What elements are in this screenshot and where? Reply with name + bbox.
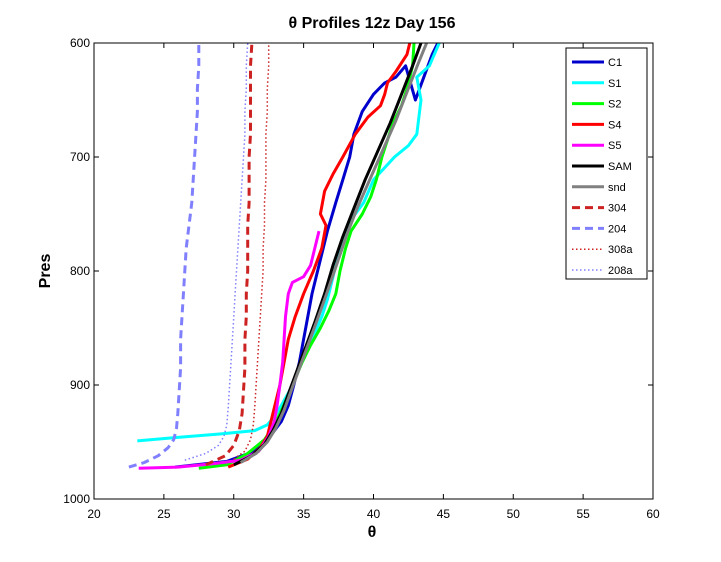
- x-tick-label: 25: [157, 507, 171, 521]
- plot-area: [94, 43, 653, 499]
- series-line-S4: [227, 42, 412, 469]
- x-tick-label: 45: [437, 507, 451, 521]
- x-tick-label: 20: [87, 507, 101, 521]
- legend-label-S2: S2: [608, 99, 621, 111]
- x-tick-label: 55: [576, 507, 590, 521]
- legend-label-SAM: SAM: [608, 161, 632, 173]
- legend-label-C1: C1: [608, 57, 622, 69]
- legend-label-304: 304: [608, 203, 626, 215]
- series-layer: [128, 42, 441, 470]
- series-line-C1: [174, 42, 440, 469]
- series-line-snd: [239, 42, 428, 464]
- x-axis-label: θ: [368, 524, 377, 541]
- legend-label-S5: S5: [608, 140, 621, 152]
- x-tick-label: 30: [227, 507, 241, 521]
- x-tick-label: 50: [507, 507, 521, 521]
- x-tick-label: 60: [646, 507, 660, 521]
- y-tick-label: 700: [70, 150, 90, 164]
- series-line-S1: [137, 42, 441, 443]
- legend-label-208a: 208a: [608, 265, 633, 277]
- chart-title: θ Profiles 12z Day 156: [289, 15, 456, 32]
- y-tick-label: 1000: [63, 492, 90, 506]
- legend-label-S4: S4: [608, 119, 621, 131]
- y-tick-label: 600: [70, 36, 90, 50]
- series-line-304: [205, 42, 254, 467]
- legend-label-snd: snd: [608, 182, 626, 194]
- x-ticks: 20 25 30 35 40 45 50 55 60: [87, 43, 660, 521]
- x-tick-label: 35: [297, 507, 311, 521]
- y-tick-label: 900: [70, 378, 90, 392]
- y-axis-label: Pres: [37, 254, 54, 289]
- legend: C1 S1 S2 S4 S5 SAM snd 304 204 308a 208a: [565, 47, 648, 280]
- x-tick-label: 40: [367, 507, 381, 521]
- legend-label-308a: 308a: [608, 244, 633, 256]
- legend-label-204: 204: [608, 223, 626, 235]
- legend-box: [565, 47, 648, 280]
- series-line-204: [128, 43, 201, 469]
- legend-label-S1: S1: [608, 78, 621, 90]
- series-line-S5: [138, 230, 321, 470]
- y-tick-label: 800: [70, 264, 90, 278]
- y-ticks: 600 700 800 900 1000: [63, 36, 653, 506]
